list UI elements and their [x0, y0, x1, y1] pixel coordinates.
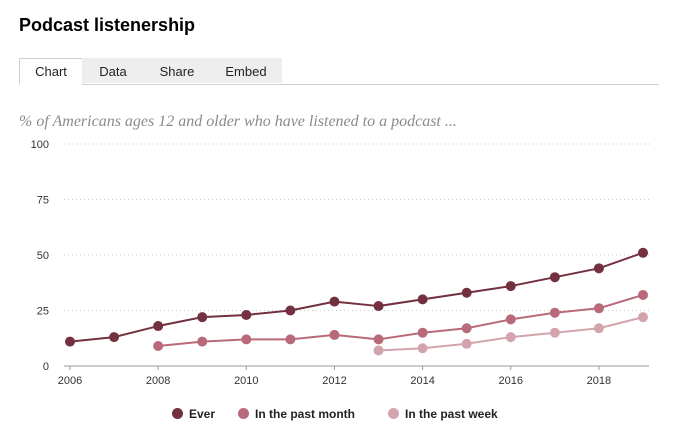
x-tick-label: 2008: [146, 375, 170, 387]
legend-marker-past-week: [388, 408, 399, 419]
data-point[interactable]: [593, 263, 604, 274]
data-point[interactable]: [373, 345, 384, 356]
data-point[interactable]: [593, 303, 604, 314]
data-point[interactable]: [109, 332, 120, 343]
data-point[interactable]: [373, 301, 384, 312]
y-tick-label: 100: [31, 139, 49, 151]
legend-item-ever[interactable]: Ever: [172, 404, 215, 424]
data-point[interactable]: [417, 327, 428, 338]
chart-subtitle: % of Americans ages 12 and older who hav…: [19, 113, 457, 130]
tab-embed[interactable]: Embed: [210, 58, 282, 83]
tab-data[interactable]: Data: [82, 58, 144, 83]
data-point[interactable]: [329, 296, 340, 307]
y-tick-label: 0: [43, 361, 49, 373]
data-point[interactable]: [417, 294, 428, 305]
data-point[interactable]: [285, 305, 296, 316]
data-point[interactable]: [329, 329, 340, 340]
data-point[interactable]: [197, 336, 208, 347]
x-tick-label: 2010: [234, 375, 258, 387]
data-point[interactable]: [241, 309, 252, 320]
data-point[interactable]: [285, 334, 296, 345]
data-point[interactable]: [638, 312, 648, 323]
data-point[interactable]: [65, 336, 75, 347]
x-tick-label: 2016: [499, 375, 523, 387]
y-tick-label: 50: [37, 250, 49, 262]
y-tick-label: 75: [37, 195, 49, 207]
data-point[interactable]: [549, 307, 560, 318]
y-tick-label: 25: [37, 306, 49, 318]
legend-item-past-month[interactable]: In the past month: [238, 404, 355, 424]
data-point[interactable]: [549, 272, 560, 283]
grid-lines: [64, 143, 649, 367]
legend: Ever In the past month In the past week: [0, 404, 673, 424]
data-point[interactable]: [461, 323, 472, 334]
series-in-the-past-week: [373, 312, 648, 356]
axis-labels: 0 25 50 75 100 2006 2008 2010 2012 2014 2016 2018: [31, 139, 612, 387]
tab-bar: Chart Data Share Embed: [19, 58, 659, 85]
series-lines: [65, 247, 648, 356]
data-point[interactable]: [549, 327, 560, 338]
series-in-the-past-month: [153, 289, 648, 352]
series-line: [69, 251, 644, 343]
data-point[interactable]: [153, 321, 164, 332]
legend-label: In the past week: [405, 407, 498, 421]
legend-item-past-week[interactable]: In the past week: [388, 404, 498, 424]
legend-marker-past-month: [238, 408, 249, 419]
data-point[interactable]: [638, 247, 648, 258]
series-line: [158, 294, 644, 348]
series-ever: [65, 247, 648, 347]
data-point[interactable]: [505, 332, 516, 343]
data-point[interactable]: [593, 323, 604, 334]
data-point[interactable]: [241, 334, 252, 345]
x-tick-label: 2012: [322, 375, 346, 387]
data-point[interactable]: [153, 341, 164, 352]
data-point[interactable]: [197, 312, 208, 323]
legend-label: In the past month: [255, 407, 355, 421]
x-tick-label: 2018: [587, 375, 611, 387]
data-point[interactable]: [505, 281, 516, 292]
data-point[interactable]: [638, 289, 648, 300]
data-point[interactable]: [461, 338, 472, 349]
legend-label: Ever: [189, 407, 216, 421]
data-point[interactable]: [417, 343, 428, 354]
data-point[interactable]: [505, 314, 516, 325]
data-point[interactable]: [373, 334, 384, 345]
x-tick-label: 2006: [58, 375, 82, 387]
x-tick-label: 2014: [410, 375, 434, 387]
legend-marker-ever: [172, 408, 183, 419]
data-point[interactable]: [461, 287, 472, 298]
page-title: Podcast listenership: [19, 15, 196, 35]
